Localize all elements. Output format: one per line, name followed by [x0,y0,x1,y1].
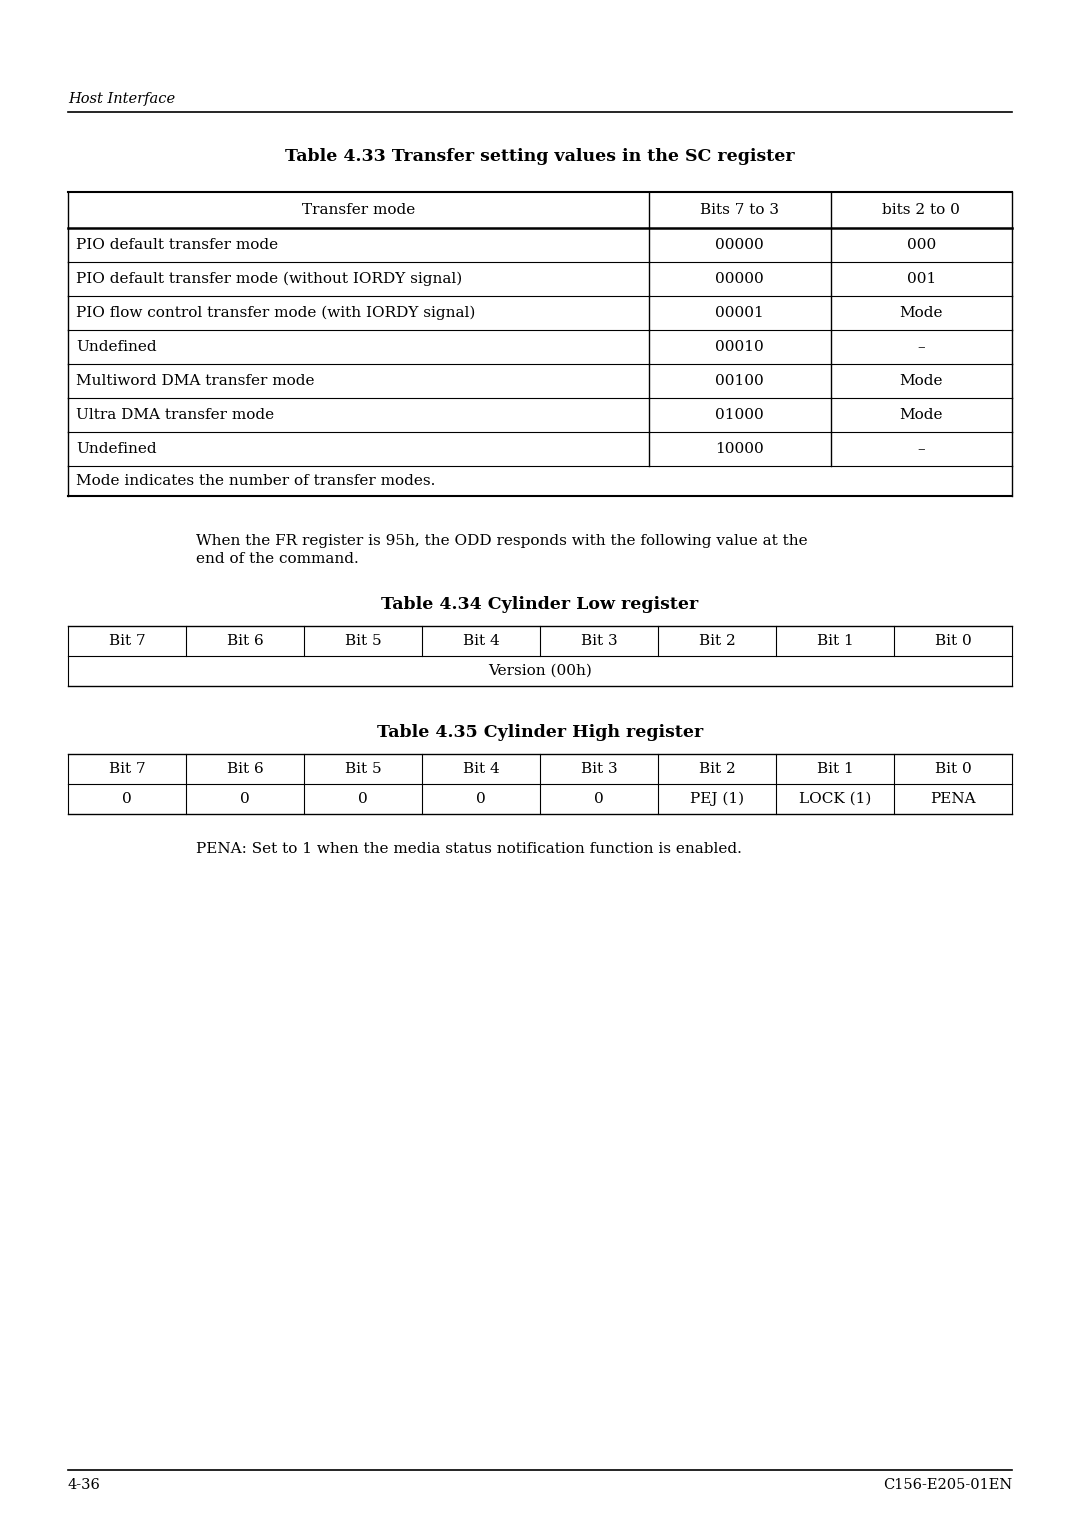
Text: Mode: Mode [900,306,943,319]
Text: Bit 5: Bit 5 [345,762,381,776]
Text: PEJ (1): PEJ (1) [690,792,744,807]
Text: Version (00h): Version (00h) [488,665,592,678]
Text: When the FR register is 95h, the ODD responds with the following value at the: When the FR register is 95h, the ODD res… [195,533,808,549]
Text: end of the command.: end of the command. [195,552,359,565]
Text: –: – [918,442,926,455]
Text: Bits 7 to 3: Bits 7 to 3 [700,203,779,217]
Text: C156-E205-01EN: C156-E205-01EN [882,1478,1012,1491]
Text: Ultra DMA transfer mode: Ultra DMA transfer mode [76,408,274,422]
Text: Multiword DMA transfer mode: Multiword DMA transfer mode [76,374,314,388]
Text: –: – [918,341,926,354]
Text: 00001: 00001 [715,306,764,319]
Text: PIO default transfer mode (without IORDY signal): PIO default transfer mode (without IORDY… [76,272,462,286]
Text: Table 4.33 Transfer setting values in the SC register: Table 4.33 Transfer setting values in th… [285,148,795,165]
Text: Table 4.34 Cylinder Low register: Table 4.34 Cylinder Low register [381,596,699,613]
Text: Mode indicates the number of transfer modes.: Mode indicates the number of transfer mo… [76,474,435,487]
Text: 00010: 00010 [715,341,764,354]
Text: Bit 4: Bit 4 [462,762,499,776]
Text: 0: 0 [122,792,132,805]
Text: 0: 0 [240,792,249,805]
Text: PIO default transfer mode: PIO default transfer mode [76,238,279,252]
Text: PENA: PENA [930,792,976,805]
Text: Table 4.35 Cylinder High register: Table 4.35 Cylinder High register [377,724,703,741]
Text: Bit 6: Bit 6 [227,762,264,776]
Text: 000: 000 [907,238,936,252]
Text: Bit 2: Bit 2 [699,634,735,648]
Text: Bit 2: Bit 2 [699,762,735,776]
Text: Mode: Mode [900,374,943,388]
Text: Bit 5: Bit 5 [345,634,381,648]
Text: 0: 0 [594,792,604,805]
Text: 10000: 10000 [715,442,764,455]
Text: Undefined: Undefined [76,442,157,455]
Text: Bit 0: Bit 0 [934,762,971,776]
Text: LOCK (1): LOCK (1) [799,792,872,805]
Text: Bit 4: Bit 4 [462,634,499,648]
Text: PENA: Set to 1 when the media status notification function is enabled.: PENA: Set to 1 when the media status not… [195,842,742,856]
Text: Transfer mode: Transfer mode [301,203,415,217]
Text: Bit 3: Bit 3 [581,634,618,648]
Text: Host Interface: Host Interface [68,92,175,105]
Text: Bit 7: Bit 7 [109,634,146,648]
Text: 0: 0 [359,792,368,805]
Text: 0: 0 [476,792,486,805]
Text: bits 2 to 0: bits 2 to 0 [882,203,960,217]
Text: 00000: 00000 [715,238,764,252]
Text: PIO flow control transfer mode (with IORDY signal): PIO flow control transfer mode (with IOR… [76,306,475,321]
Text: Bit 0: Bit 0 [934,634,971,648]
Text: Bit 1: Bit 1 [816,634,853,648]
Text: 001: 001 [907,272,936,286]
Text: Mode: Mode [900,408,943,422]
Text: 00100: 00100 [715,374,764,388]
Text: 4-36: 4-36 [68,1478,100,1491]
Text: 01000: 01000 [715,408,764,422]
Text: Bit 3: Bit 3 [581,762,618,776]
Text: 00000: 00000 [715,272,764,286]
Text: Undefined: Undefined [76,341,157,354]
Text: Bit 6: Bit 6 [227,634,264,648]
Text: Bit 7: Bit 7 [109,762,146,776]
Text: Bit 1: Bit 1 [816,762,853,776]
